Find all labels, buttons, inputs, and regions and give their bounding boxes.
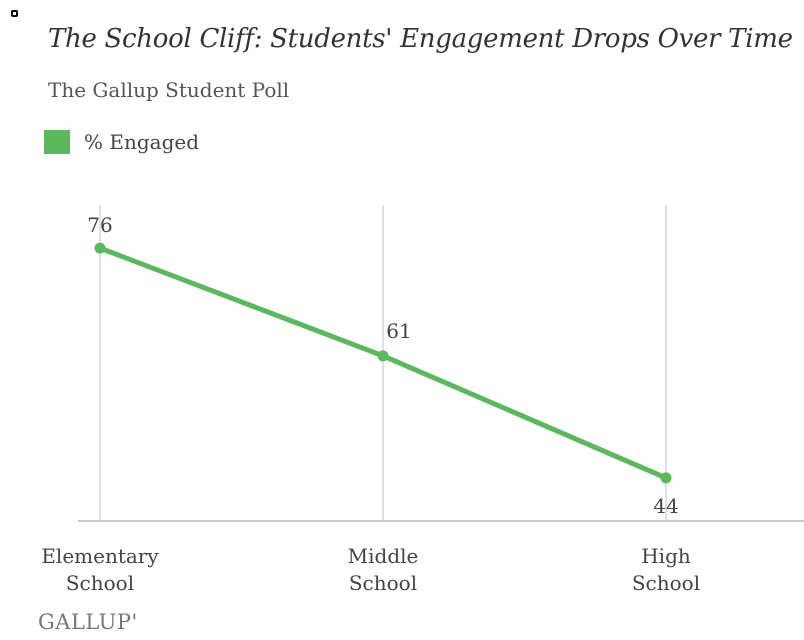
chart-title: The School Cliff: Students' Engagement D…	[48, 24, 793, 54]
legend: % Engaged	[44, 130, 199, 154]
x-tick-label-1: Middle School	[348, 544, 419, 595]
data-label-1: 61	[386, 319, 411, 343]
data-point-2	[660, 472, 672, 484]
x-tick-label-0: Elementary School	[41, 544, 159, 595]
data-label-0: 76	[87, 213, 112, 237]
x-tick-label-2: High School	[632, 544, 700, 595]
data-point-0	[94, 242, 106, 254]
data-label-2: 44	[653, 494, 678, 518]
chart-subtitle: The Gallup Student Poll	[48, 78, 290, 102]
data-point-1	[377, 350, 389, 362]
corner-marker	[11, 10, 18, 17]
legend-swatch	[44, 130, 70, 154]
legend-label: % Engaged	[84, 130, 200, 154]
source-label: GALLUP'	[38, 610, 138, 634]
